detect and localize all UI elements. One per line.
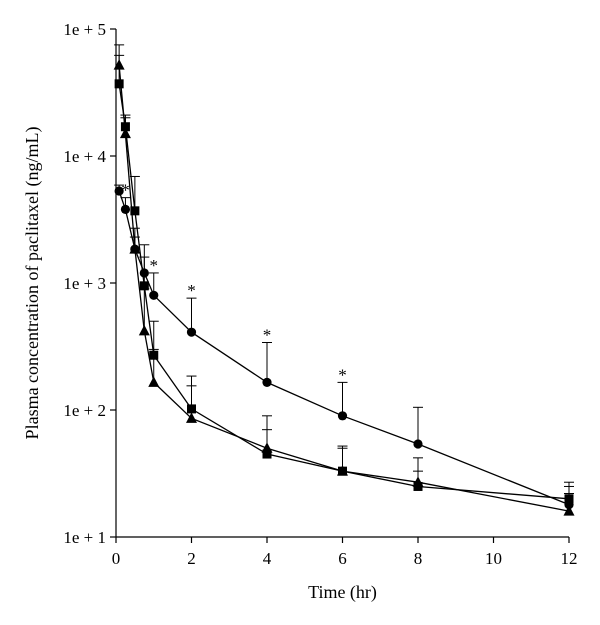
triangle-marker	[261, 442, 273, 453]
circle-marker	[413, 439, 423, 449]
circle-marker	[262, 377, 272, 387]
significance-star: *	[187, 281, 196, 300]
x-tick-label: 12	[561, 549, 578, 568]
triangle-marker	[119, 127, 131, 139]
x-tick-label: 6	[338, 549, 347, 568]
circle-marker	[139, 268, 149, 278]
data-markers	[113, 59, 575, 516]
y-tick-label: 1e + 4	[63, 147, 106, 166]
triangle-marker	[563, 505, 575, 516]
square-marker	[120, 122, 130, 132]
x-tick-label: 0	[112, 549, 121, 568]
triangle-marker	[113, 59, 125, 70]
circle-marker	[120, 204, 131, 214]
circle-marker	[114, 186, 124, 196]
triangle-marker	[138, 324, 150, 336]
x-tick-label: 4	[263, 549, 272, 568]
error-bars	[114, 44, 574, 512]
square-series-line	[118, 83, 570, 500]
x-tick-label: 8	[414, 549, 423, 568]
significance-star: *	[338, 365, 347, 384]
y-tick-label: 1e + 3	[63, 274, 106, 293]
x-tick-label: 2	[187, 549, 196, 568]
significance-markers: * * * * *	[121, 181, 347, 385]
triangle-marker	[337, 465, 348, 476]
significance-star: *	[263, 326, 272, 345]
square-marker	[149, 350, 159, 360]
circle-series-line	[118, 190, 570, 506]
significance-star: *	[121, 181, 130, 200]
square-marker	[114, 79, 124, 89]
y-tick-label: 1e + 5	[63, 20, 106, 39]
significance-star: *	[150, 256, 159, 275]
x-tick-label: 10	[485, 549, 502, 568]
circle-marker	[186, 327, 197, 337]
triangle-marker	[186, 412, 197, 423]
triangle-marker	[412, 476, 424, 487]
square-marker	[139, 281, 149, 291]
square-marker	[564, 494, 574, 504]
square-marker	[130, 206, 140, 216]
series-lines	[118, 65, 570, 512]
y-tick-label: 1e + 1	[63, 528, 106, 547]
square-marker	[262, 449, 272, 459]
y-tick-label: 1e + 2	[63, 401, 106, 420]
circle-marker	[149, 290, 159, 300]
circle-marker	[337, 411, 348, 421]
y-axis-title: Plasma concentration of paclitaxel (ng/m…	[22, 127, 43, 440]
triangle-marker	[148, 376, 160, 387]
triangle-marker	[129, 243, 141, 254]
axis-ticks: 0 2 4 6 8 10 12 1e + 1 1e + 2 1e + 3 1e + 4 1e + 5	[63, 20, 577, 568]
triangle-series-line	[118, 65, 570, 512]
x-axis-title: Time (hr)	[308, 582, 377, 603]
square-marker	[187, 404, 196, 414]
